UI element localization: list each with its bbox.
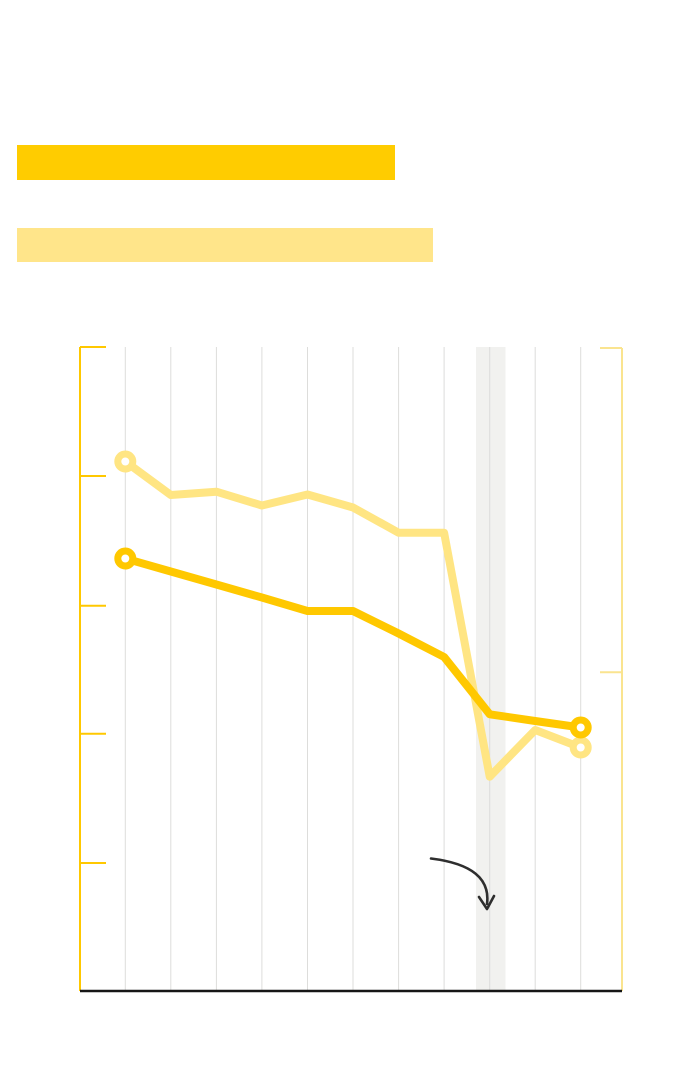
secondary-light-yellow-end-marker — [569, 736, 592, 759]
title-block — [17, 145, 395, 180]
secondary-light-yellow-line — [121, 457, 585, 781]
primary-dark-gold-end-marker — [569, 716, 592, 739]
down-arrow-head-icon — [477, 894, 496, 911]
subtitle-block — [17, 228, 433, 262]
annotation-arrow-curve — [429, 857, 489, 906]
primary-dark-gold-line — [121, 554, 585, 732]
secondary-light-yellow-start-marker — [114, 450, 137, 473]
highlight-band — [476, 347, 506, 991]
primary-dark-gold-start-marker — [114, 547, 137, 570]
